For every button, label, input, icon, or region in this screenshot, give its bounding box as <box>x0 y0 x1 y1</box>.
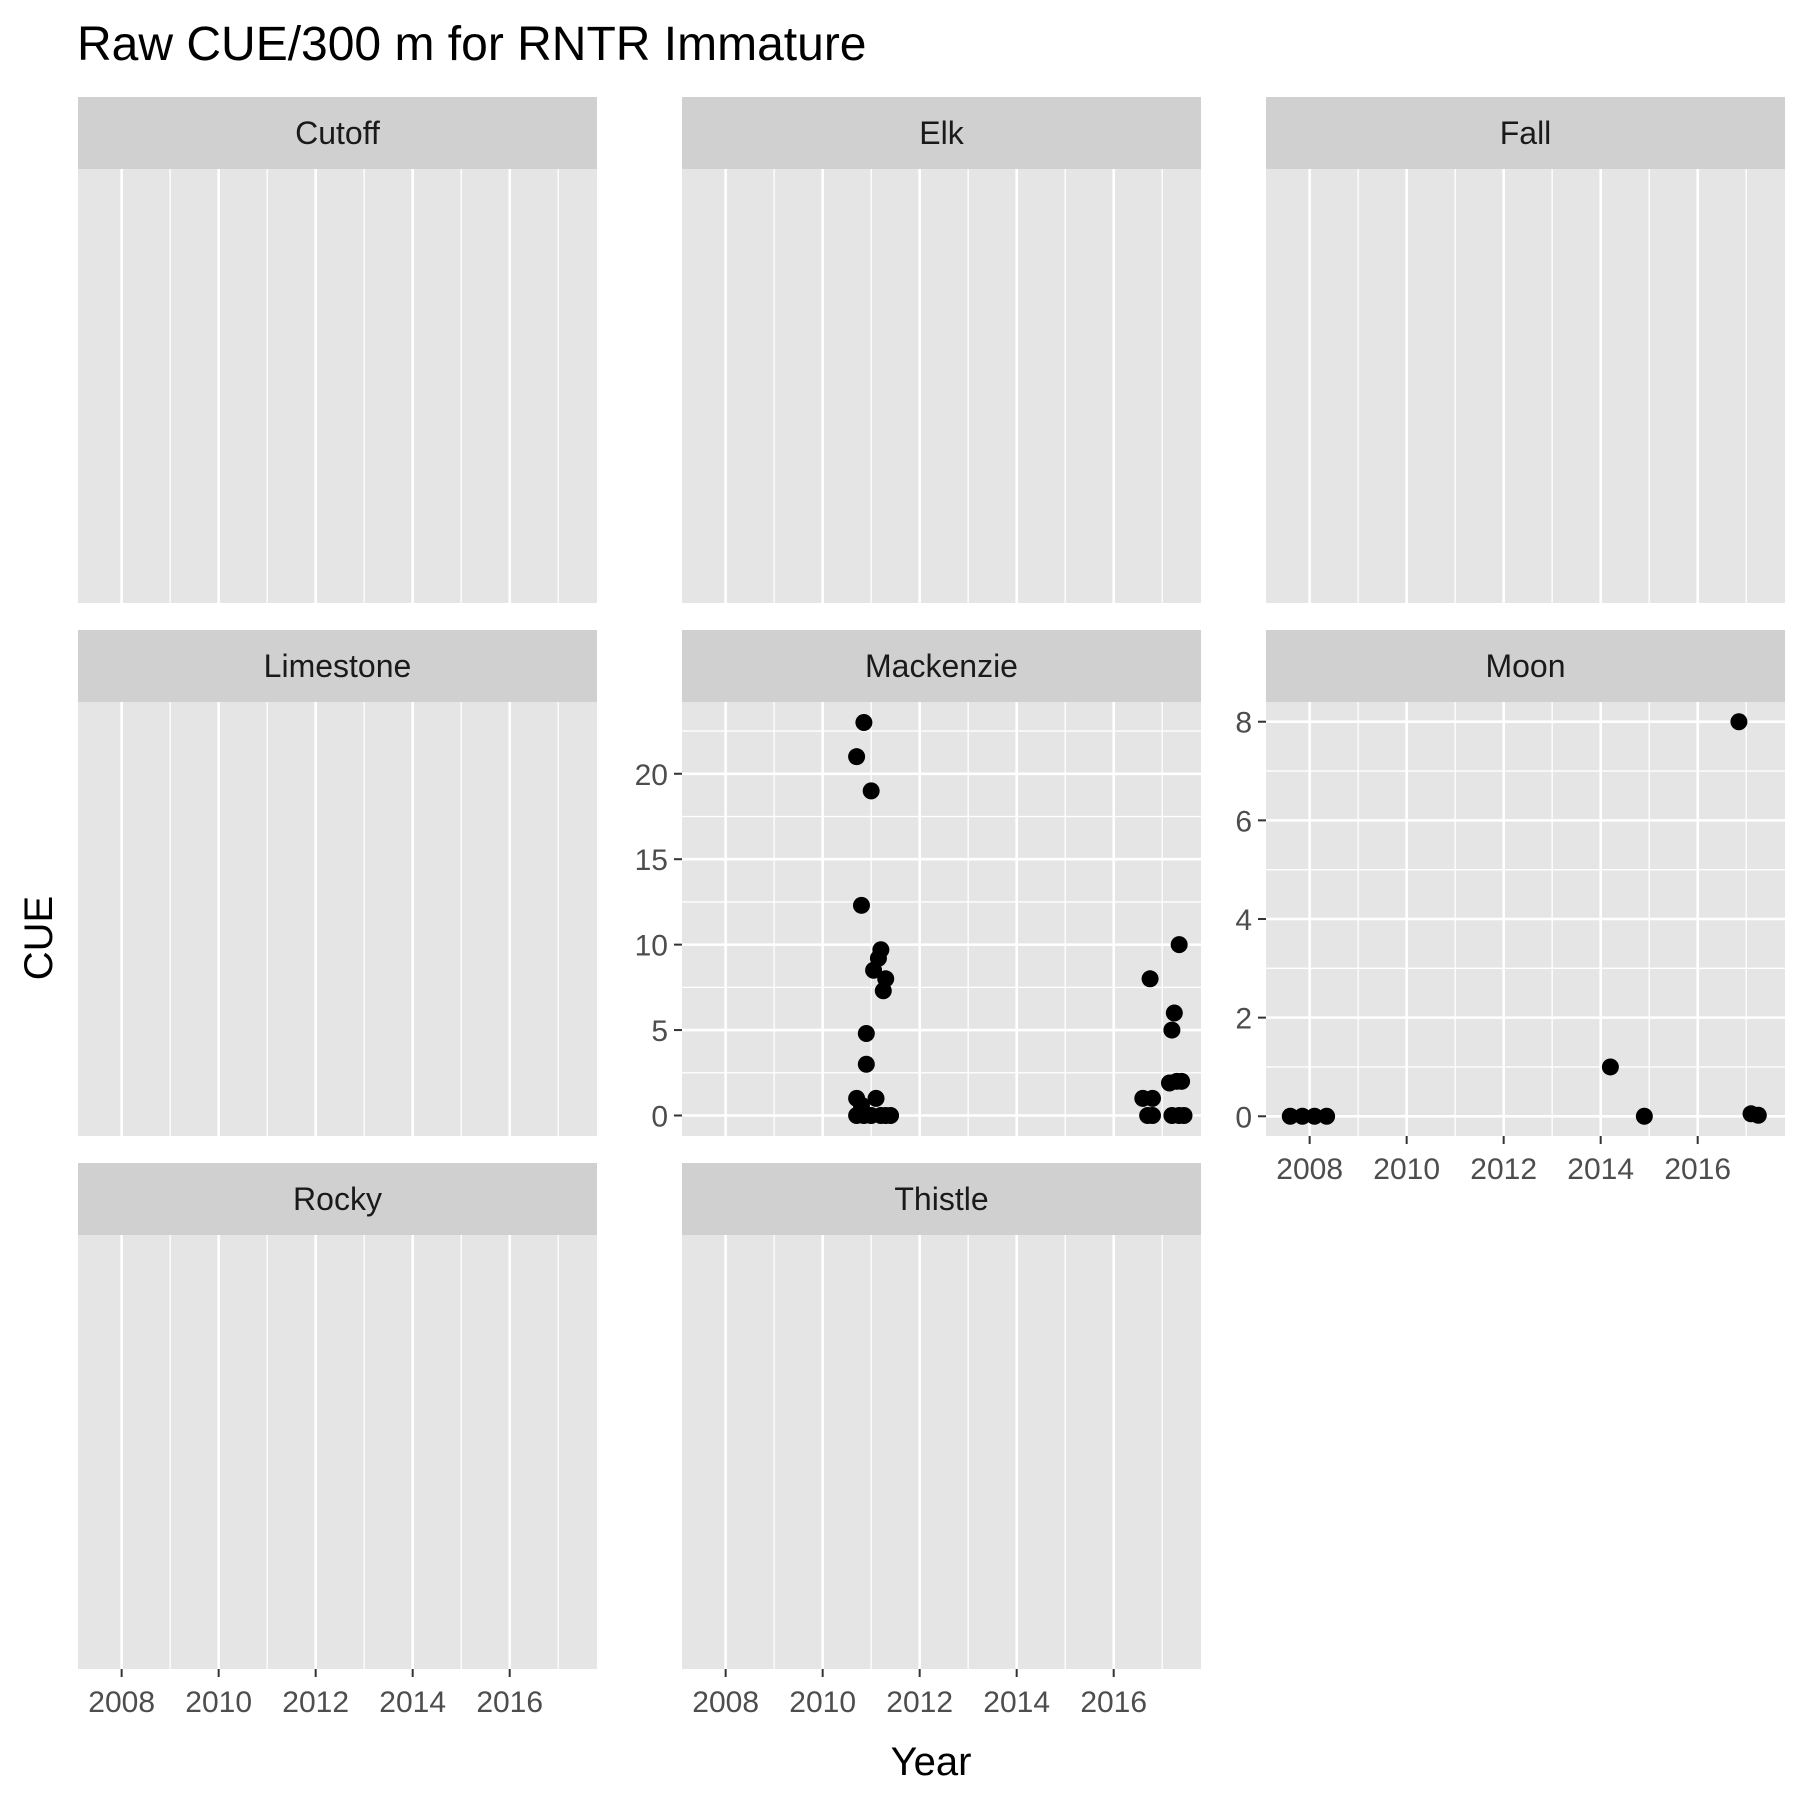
y-tick-label: 0 <box>651 1100 668 1133</box>
data-point-mackenzie <box>1141 970 1159 988</box>
strip-cutoff <box>78 97 597 169</box>
y-tick-label: 4 <box>1235 904 1252 937</box>
y-tick-label: 2 <box>1235 1003 1252 1036</box>
x-tick-label: 2014 <box>983 1686 1050 1719</box>
plot-area-rocky <box>78 1235 597 1669</box>
plot-area-fall <box>1266 169 1785 603</box>
x-axis-title: Year <box>891 1740 972 1784</box>
x-tick-label: 2010 <box>789 1686 856 1719</box>
x-tick-label: 2012 <box>1470 1153 1537 1186</box>
y-tick-label: 5 <box>651 1015 668 1048</box>
plot-area-limestone <box>78 702 597 1136</box>
data-point-mackenzie <box>1170 936 1188 954</box>
y-tick-label: 15 <box>635 844 668 877</box>
plot-area-elk <box>682 169 1201 603</box>
strip-label-thistle: Thistle <box>894 1181 988 1217</box>
data-point-mackenzie <box>1165 1004 1183 1022</box>
panel-mackenzie: Mackenzie 0 5 10 15 20 <box>635 630 1201 1136</box>
strip-elk <box>682 97 1201 169</box>
data-point-moon <box>1749 1106 1767 1124</box>
strip-label-elk: Elk <box>919 115 964 151</box>
data-point-mackenzie <box>1173 1072 1191 1090</box>
x-tick-label: 2012 <box>886 1686 953 1719</box>
strip-thistle <box>682 1163 1201 1235</box>
data-point-mackenzie <box>848 748 866 766</box>
data-point-moon <box>1635 1107 1653 1125</box>
data-point-mackenzie <box>857 1055 875 1073</box>
x-tick-label: 2010 <box>1373 1153 1440 1186</box>
data-point-moon <box>1293 1107 1311 1125</box>
plot-area-mackenzie <box>682 702 1201 1136</box>
data-point-moon <box>1281 1107 1299 1125</box>
data-point-mackenzie <box>852 896 870 914</box>
data-point-mackenzie <box>874 982 892 1000</box>
x-tick-label: 2016 <box>1664 1153 1731 1186</box>
plot-area-cutoff <box>78 169 597 603</box>
panel-fall: Fall <box>1260 97 1785 603</box>
data-point-moon <box>1306 1107 1324 1125</box>
panel-elk: Elk <box>676 97 1201 603</box>
panel-limestone: Limestone <box>72 630 597 1136</box>
data-point-mackenzie <box>857 1024 875 1042</box>
x-tick-label: 2010 <box>185 1686 252 1719</box>
chart-title: Raw CUE/300 m for RNTR Immature <box>77 18 867 71</box>
y-tick-label: 0 <box>1235 1101 1252 1134</box>
x-tick-label: 2016 <box>476 1686 543 1719</box>
data-point-mackenzie <box>1143 1106 1161 1124</box>
y-tick-label: 6 <box>1235 805 1252 838</box>
data-point-mackenzie <box>855 714 873 732</box>
y-tick-label: 10 <box>635 930 668 963</box>
strip-label-cutoff: Cutoff <box>295 115 380 151</box>
strip-limestone <box>78 630 597 702</box>
data-point-mackenzie <box>867 1089 885 1107</box>
plot-area-thistle <box>682 1235 1201 1669</box>
y-tick-label: 8 <box>1235 707 1252 740</box>
x-tick-label: 2012 <box>282 1686 349 1719</box>
strip-moon <box>1266 630 1785 702</box>
panel-rocky: Rocky 2008 2010 2012 2014 2016 <box>72 1163 597 1719</box>
panel-cutoff: Cutoff <box>72 97 597 603</box>
x-tick-label: 2008 <box>88 1686 155 1719</box>
panel-moon: Moon 0 2 4 6 8 2008 2010 2012 2014 2016 <box>1235 630 1785 1186</box>
y-tick-label: 20 <box>635 759 668 792</box>
strip-label-mackenzie: Mackenzie <box>865 648 1018 684</box>
strip-label-limestone: Limestone <box>264 648 412 684</box>
strip-rocky <box>78 1163 597 1235</box>
x-tick-label: 2008 <box>1276 1153 1343 1186</box>
data-point-mackenzie <box>882 1106 900 1124</box>
data-point-mackenzie <box>1163 1021 1181 1039</box>
data-point-moon <box>1601 1058 1619 1076</box>
x-tick-label: 2016 <box>1080 1686 1147 1719</box>
data-point-mackenzie <box>869 949 887 967</box>
strip-label-moon: Moon <box>1485 648 1565 684</box>
data-point-moon <box>1730 713 1748 731</box>
data-point-mackenzie <box>1175 1106 1193 1124</box>
x-tick-label: 2014 <box>379 1686 446 1719</box>
x-tick-label: 2008 <box>692 1686 759 1719</box>
data-point-moon <box>1318 1107 1336 1125</box>
data-point-mackenzie <box>862 782 880 800</box>
strip-fall <box>1266 97 1785 169</box>
strip-label-rocky: Rocky <box>293 1181 382 1217</box>
y-axis-title: CUE <box>17 896 61 980</box>
strip-label-fall: Fall <box>1500 115 1552 151</box>
panel-thistle: Thistle 2008 2010 2012 2014 2016 <box>676 1163 1201 1719</box>
data-point-mackenzie <box>1143 1089 1161 1107</box>
strip-mackenzie <box>682 630 1201 702</box>
x-tick-label: 2014 <box>1567 1153 1634 1186</box>
